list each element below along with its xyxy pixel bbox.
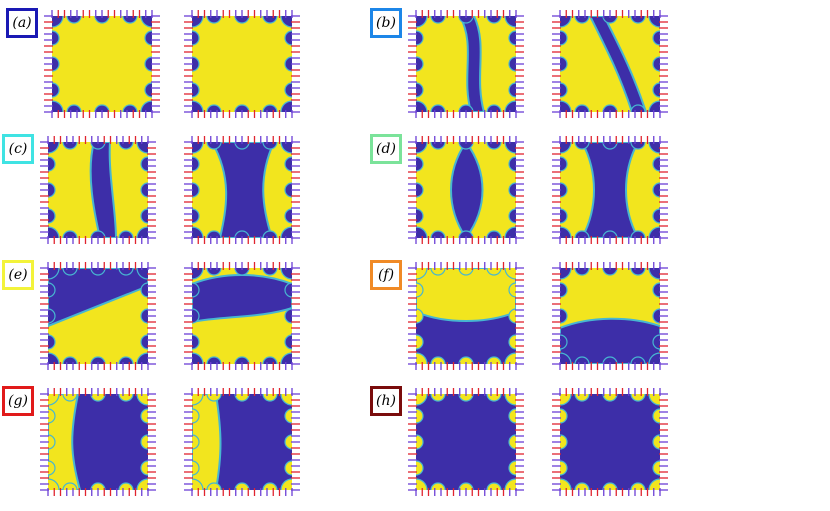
phase-field-image bbox=[408, 262, 524, 370]
panel-d-label: (d) bbox=[370, 134, 402, 164]
phase-field-image bbox=[408, 10, 524, 118]
panel-c-snapshot-2 bbox=[182, 134, 302, 244]
phase-field-image bbox=[40, 136, 156, 244]
phase-field-image bbox=[552, 262, 668, 370]
phase-field-image bbox=[184, 388, 300, 496]
panel-f-snapshot-1 bbox=[406, 260, 526, 370]
phase-field-image bbox=[40, 262, 156, 370]
panel-d-snapshot-2 bbox=[550, 134, 670, 244]
phase-field-image bbox=[184, 136, 300, 244]
phase-field-image bbox=[184, 262, 300, 370]
panel-f-label: (f) bbox=[370, 260, 402, 290]
panel-d-snapshot-1 bbox=[406, 134, 526, 244]
panel-a-label: (a) bbox=[6, 8, 38, 38]
panel-a-snapshot-2 bbox=[182, 8, 302, 118]
phase-field-image bbox=[408, 136, 524, 244]
panel-h-snapshot-1 bbox=[406, 386, 526, 496]
panel-b-snapshot-1 bbox=[406, 8, 526, 118]
panel-b-snapshot-2 bbox=[550, 8, 670, 118]
panel-b-label: (b) bbox=[370, 8, 402, 38]
panel-e-label: (e) bbox=[2, 260, 34, 290]
panel-h-snapshot-2 bbox=[550, 386, 670, 496]
panel-c-label: (c) bbox=[2, 134, 34, 164]
panel-c-snapshot-1 bbox=[38, 134, 158, 244]
phase-field-image bbox=[44, 10, 160, 118]
phase-field-image bbox=[552, 136, 668, 244]
phase-field-image bbox=[408, 388, 524, 496]
panel-f-snapshot-2 bbox=[550, 260, 670, 370]
panel-h-label: (h) bbox=[370, 386, 402, 416]
phase-field-image bbox=[40, 388, 156, 496]
panel-e-snapshot-2 bbox=[182, 260, 302, 370]
panel-e-snapshot-1 bbox=[38, 260, 158, 370]
panel-a-snapshot-1 bbox=[42, 8, 162, 118]
phase-field-image bbox=[184, 10, 300, 118]
panel-g-snapshot-2 bbox=[182, 386, 302, 496]
phase-field-image bbox=[552, 10, 668, 118]
phase-field-image bbox=[552, 388, 668, 496]
panel-g-snapshot-1 bbox=[38, 386, 158, 496]
panel-g-label: (g) bbox=[2, 386, 34, 416]
